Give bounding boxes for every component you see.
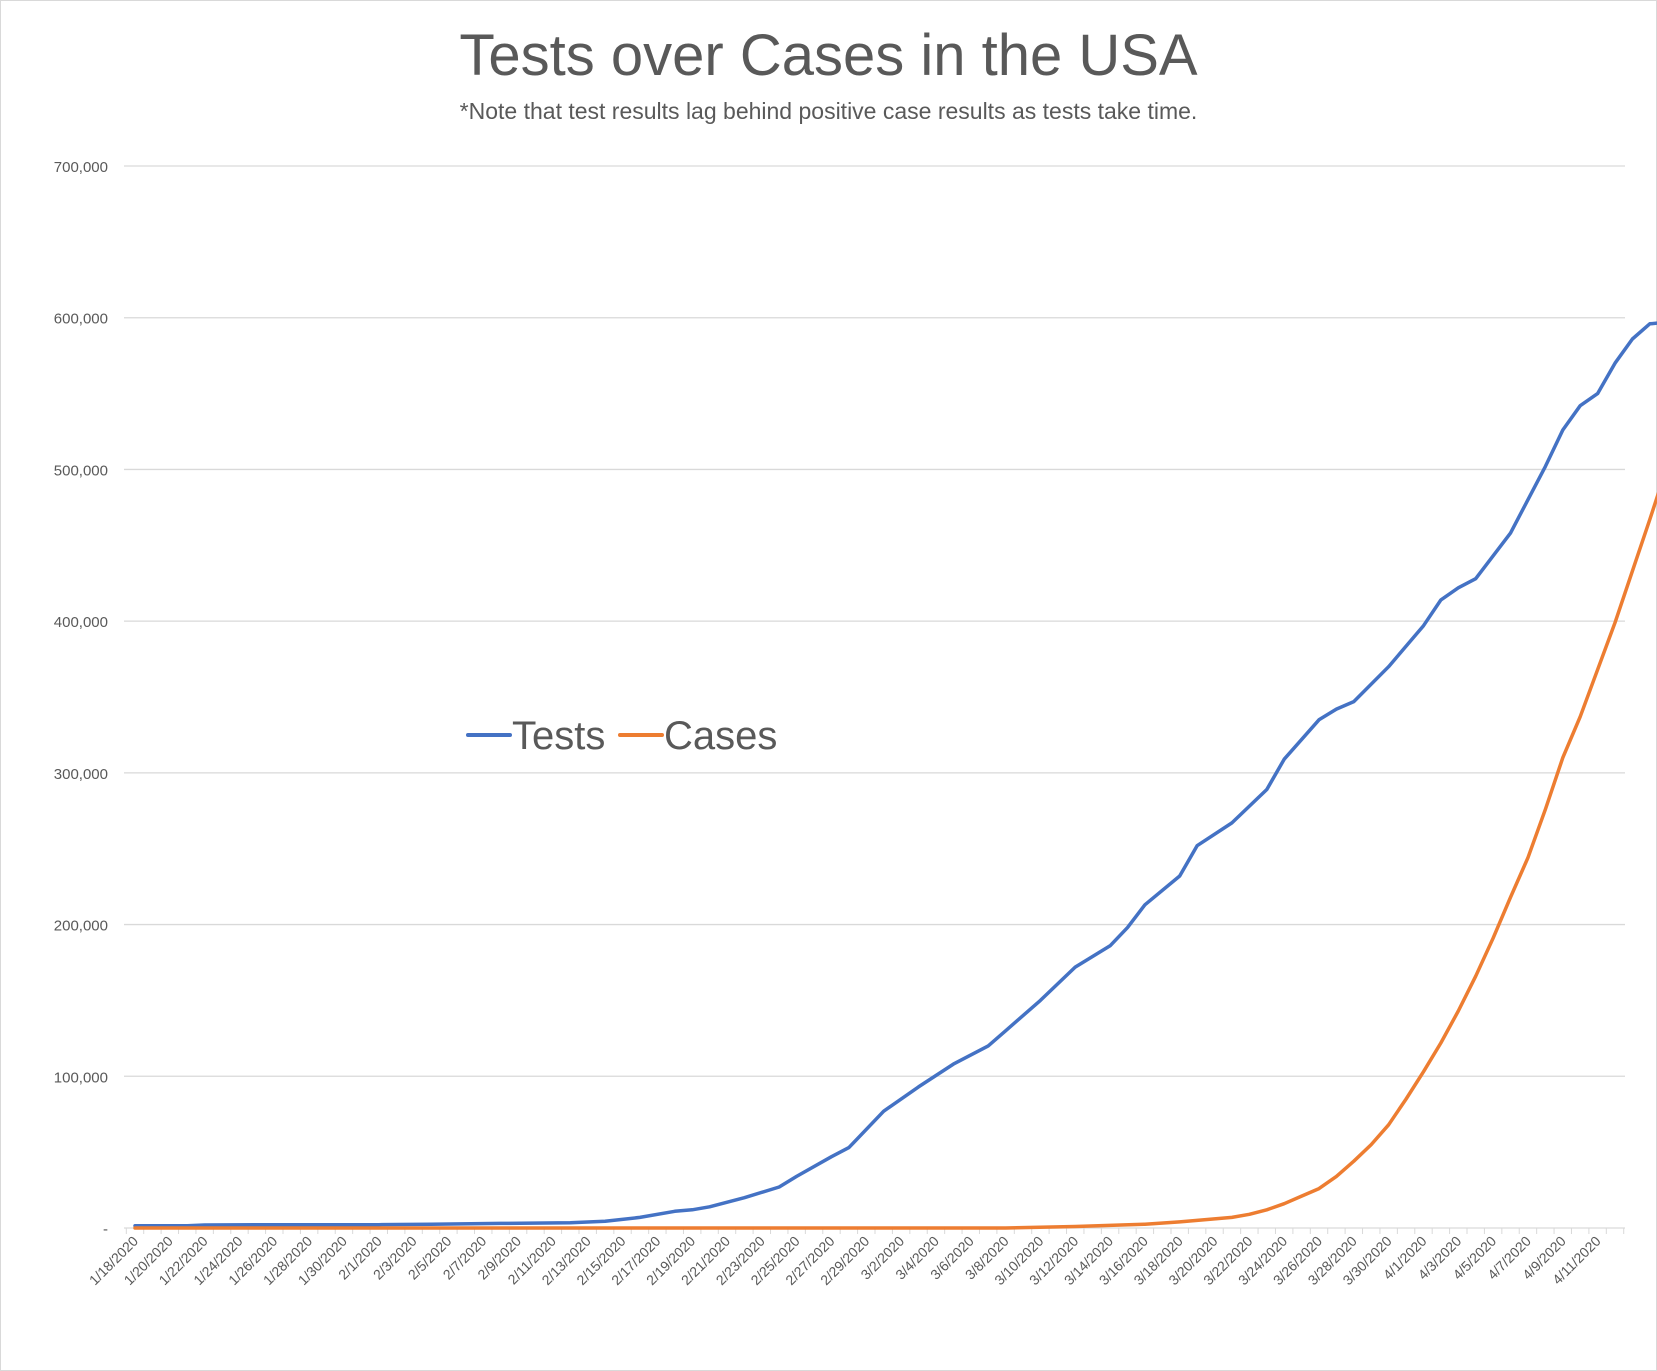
y-tick-label: 500,000: [54, 462, 108, 479]
y-tick-label: 100,000: [54, 1069, 108, 1086]
y-tick-label: 400,000: [54, 614, 108, 631]
y-tick-label: 200,000: [54, 918, 108, 935]
series-line-cases: [133, 491, 1657, 1230]
y-tick-label: -: [103, 1221, 108, 1238]
legend: Tests Cases: [466, 714, 777, 758]
legend-label-cases: Cases: [664, 714, 777, 758]
y-tick-label: 300,000: [54, 766, 108, 783]
x-axis: 1/18/20201/20/20201/22/20201/24/20201/26…: [86, 1227, 1625, 1288]
legend-label-tests: Tests: [512, 714, 605, 758]
y-axis-tick-labels: - 100,000 200,000 300,000 400,000 500,000 600,…: [54, 159, 108, 1238]
chart-title: Tests over Cases in the USA: [459, 23, 1198, 88]
y-tick-label: 600,000: [54, 311, 108, 328]
chart-subtitle: *Note that test results lag behind posit…: [459, 98, 1198, 124]
y-tick-label: 700,000: [54, 159, 108, 176]
series-layer: [133, 321, 1657, 1230]
gridlines: [124, 165, 1625, 1077]
series-line-tests: [133, 321, 1657, 1228]
